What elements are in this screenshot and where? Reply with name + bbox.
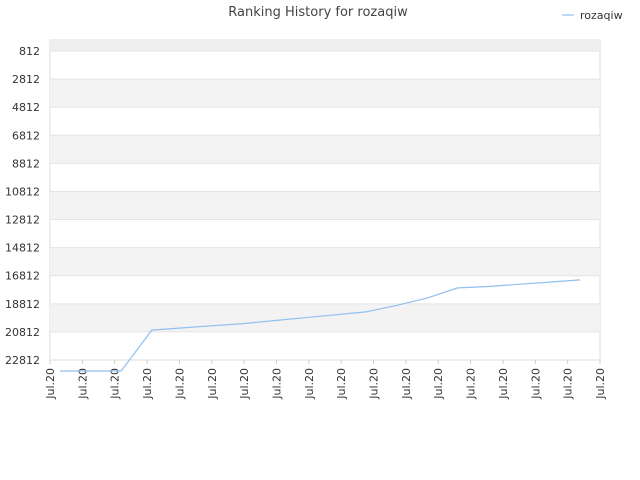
series-line-rozaqiw	[60, 279, 581, 372]
y-tick-label: 2812	[12, 73, 40, 86]
y-tick-label: 20812	[5, 326, 40, 339]
x-tick-label: Jul.20	[303, 368, 316, 400]
x-tick-label: Jul.20	[432, 368, 445, 400]
y-tick-label: 14812	[5, 242, 40, 255]
x-tick-label: Jul.20	[497, 368, 510, 400]
x-tick-label: Jul.20	[206, 368, 219, 400]
x-tick-label: Jul.20	[335, 368, 348, 400]
x-tick-label: Jul.20	[594, 368, 607, 400]
grid-band	[50, 135, 600, 164]
x-tick-label: Jul.20	[368, 368, 381, 400]
x-tick-label: Jul.20	[141, 368, 154, 400]
chart-title: Ranking History for rozaqiw	[228, 5, 408, 20]
legend-label: rozaqiw	[580, 9, 623, 22]
y-tick-label: 16812	[5, 270, 40, 283]
y-tick-label: 4812	[12, 101, 40, 114]
x-tick-label: Jul.20	[270, 368, 283, 400]
x-tick-label: Jul.20	[529, 368, 542, 400]
x-tick-label: Jul.20	[238, 368, 251, 400]
y-tick-label: 18812	[5, 298, 40, 311]
y-tick-label: 10812	[5, 185, 40, 198]
x-axis: Jul.20 Jul.20 Jul.20 Jul.20 Jul.20 Jul.20 Jul.…	[44, 360, 607, 400]
plot-background	[49, 39, 601, 361]
x-tick-label: Jul.20	[173, 368, 186, 400]
y-tick-label: 22812	[5, 354, 40, 367]
grid-band	[50, 40, 600, 51]
x-tick-label: Jul.20	[400, 368, 413, 400]
series-lines	[60, 279, 581, 372]
y-tick-label: 812	[19, 45, 40, 58]
legend: rozaqiw	[562, 9, 623, 22]
grid-band	[50, 191, 600, 220]
y-tick-label: 6812	[12, 129, 40, 142]
grid-band	[50, 303, 600, 332]
grid-band	[50, 247, 600, 276]
x-tick-label: Jul.20	[465, 368, 478, 400]
y-tick-label: 12812	[5, 214, 40, 227]
x-tick-label: Jul.20	[44, 368, 57, 400]
grid-band	[50, 79, 600, 108]
x-tick-label: Jul.20	[562, 368, 575, 400]
x-tick-label: Jul.20	[109, 368, 122, 400]
x-tick-label: Jul.20	[76, 368, 89, 400]
y-tick-label: 8812	[12, 157, 40, 170]
y-axis: 812 2812 4812 6812 8812 10812 12812 14812 16812 1…	[5, 45, 40, 367]
